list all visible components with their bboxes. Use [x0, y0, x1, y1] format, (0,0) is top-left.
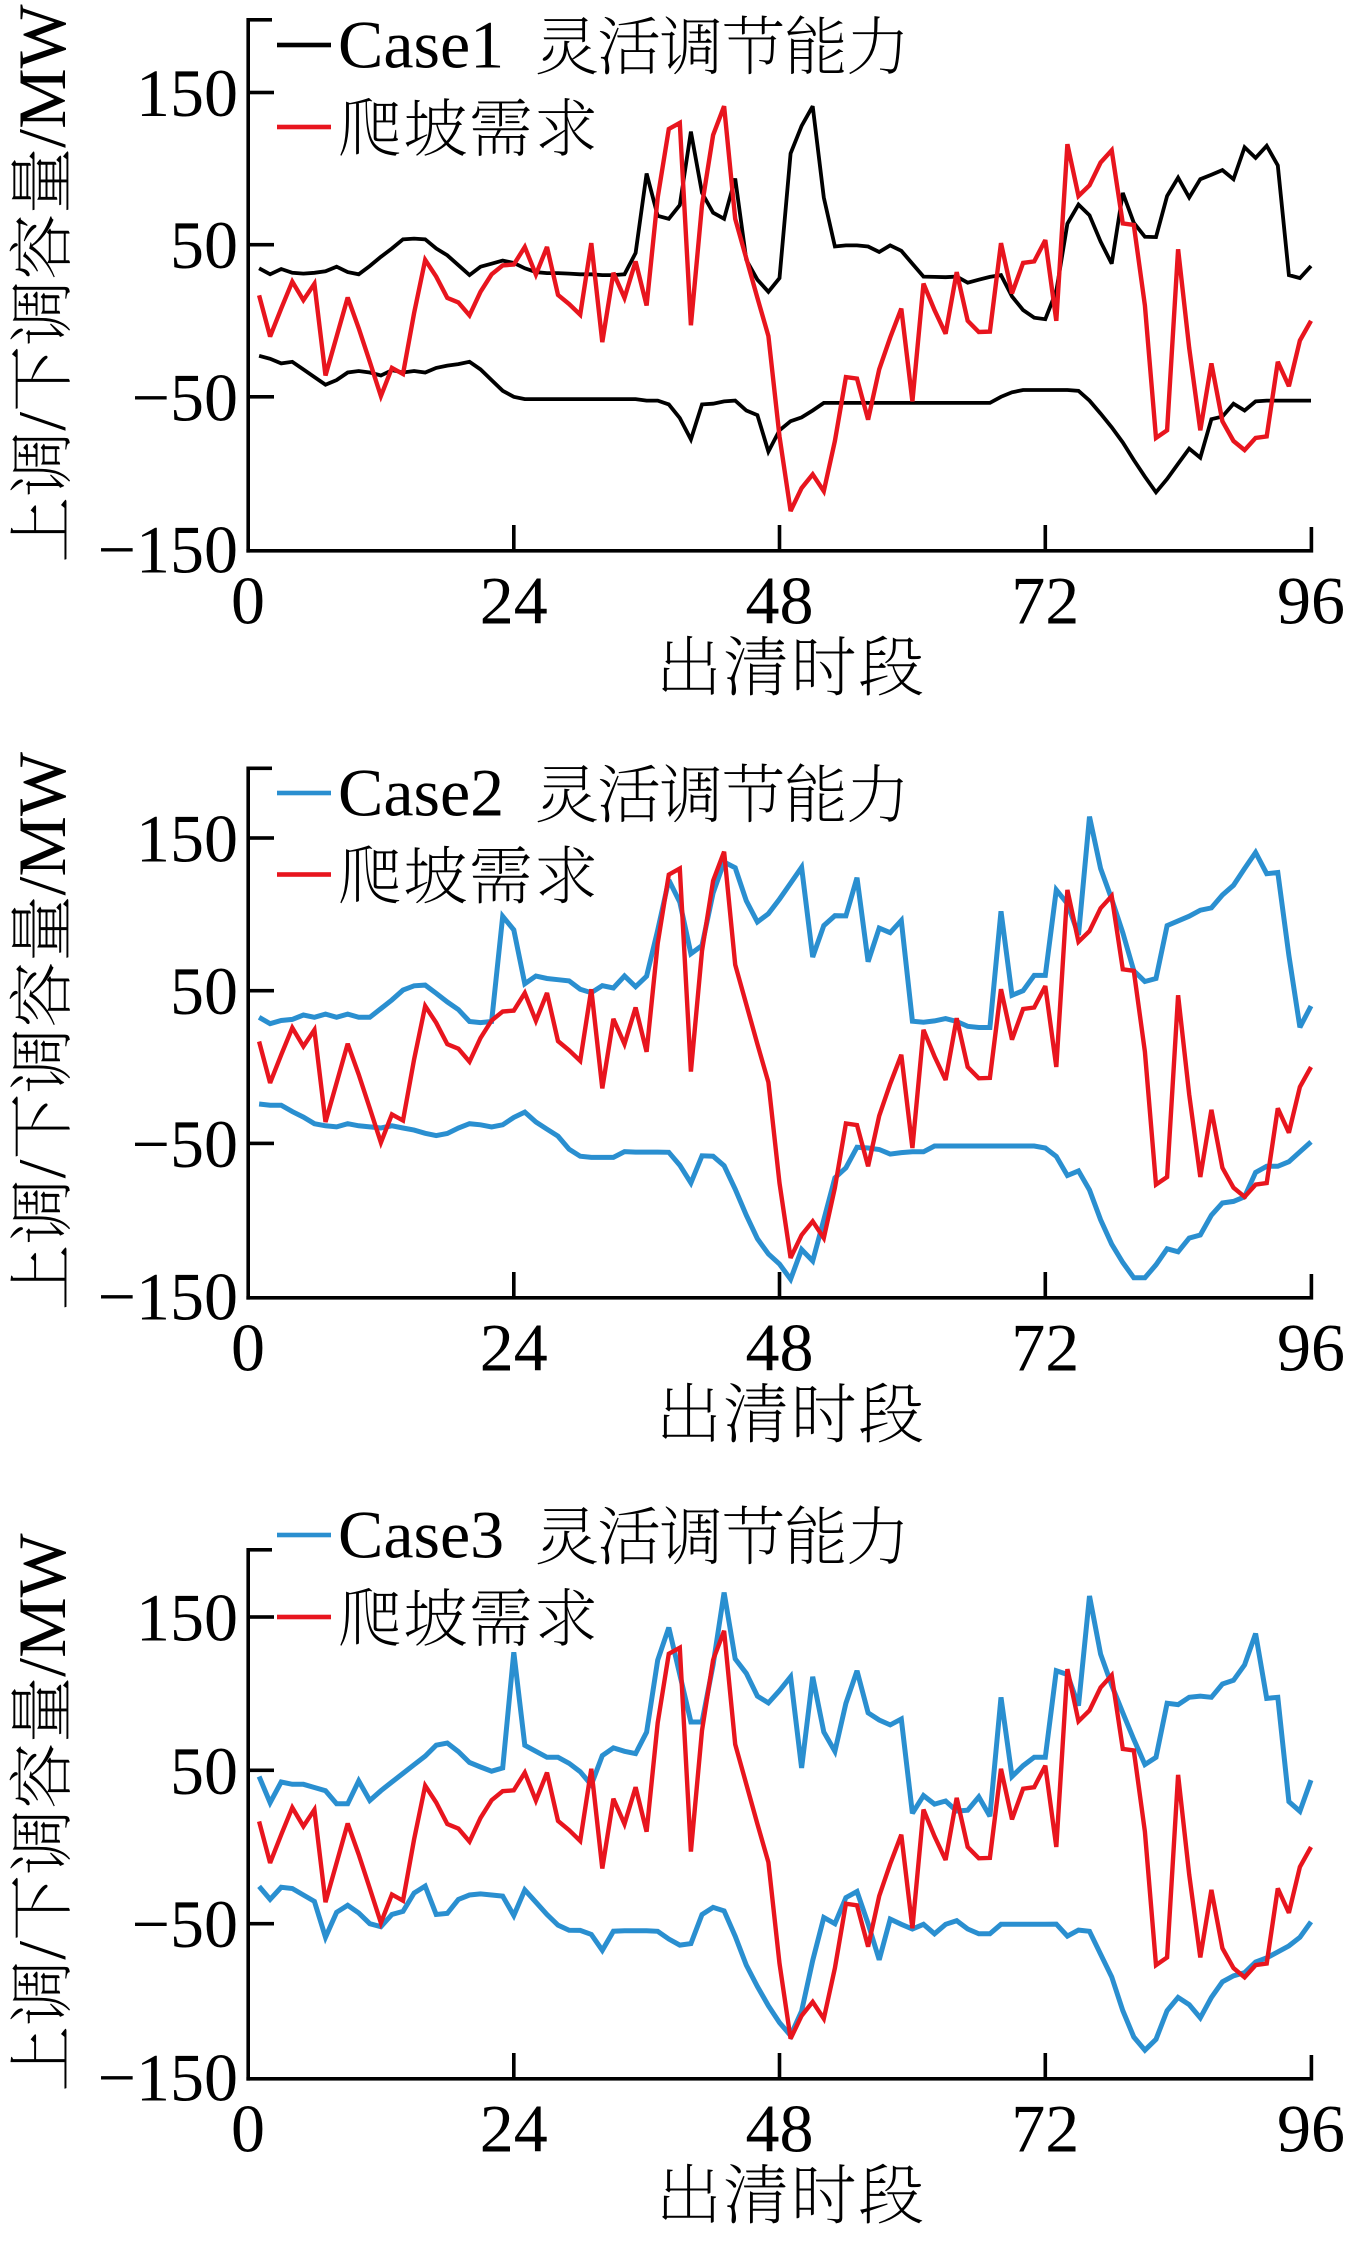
svg-text:150: 150 [136, 55, 238, 131]
svg-text:Case3: Case3 [338, 1497, 504, 1573]
svg-text:/: / [4, 1159, 80, 1178]
svg-text:0: 0 [231, 2091, 265, 2167]
svg-text:−50: −50 [132, 1886, 238, 1962]
svg-text:−50: −50 [132, 359, 238, 435]
svg-text:/MW: /MW [4, 1532, 80, 1676]
svg-text:72: 72 [1011, 1310, 1079, 1386]
svg-text:24: 24 [480, 1310, 548, 1386]
svg-text:96: 96 [1277, 1310, 1345, 1386]
svg-text:24: 24 [480, 2091, 548, 2167]
svg-text:48: 48 [746, 2091, 814, 2167]
svg-text:Case1: Case1 [338, 7, 504, 83]
svg-text:0: 0 [231, 563, 265, 639]
svg-text:150: 150 [136, 1580, 238, 1656]
svg-text:−150: −150 [98, 1259, 238, 1335]
svg-text:0: 0 [231, 1310, 265, 1386]
svg-text:96: 96 [1277, 2091, 1345, 2167]
svg-text:48: 48 [746, 563, 814, 639]
svg-text:/MW: /MW [4, 751, 80, 895]
svg-text:150: 150 [136, 801, 238, 877]
svg-text:−50: −50 [132, 1106, 238, 1182]
svg-text:72: 72 [1011, 2091, 1079, 2167]
svg-text:/: / [4, 412, 80, 431]
svg-text:96: 96 [1277, 563, 1345, 639]
svg-text:48: 48 [746, 1310, 814, 1386]
svg-text:−150: −150 [98, 512, 238, 588]
svg-text:/: / [4, 1941, 80, 1960]
svg-text:24: 24 [480, 563, 548, 639]
svg-text:Case2: Case2 [338, 755, 504, 831]
svg-text:50: 50 [170, 1733, 238, 1809]
svg-text:50: 50 [170, 953, 238, 1029]
svg-text:50: 50 [170, 207, 238, 283]
svg-text:72: 72 [1011, 563, 1079, 639]
svg-text:−150: −150 [98, 2040, 238, 2116]
svg-text:/MW: /MW [4, 3, 80, 147]
